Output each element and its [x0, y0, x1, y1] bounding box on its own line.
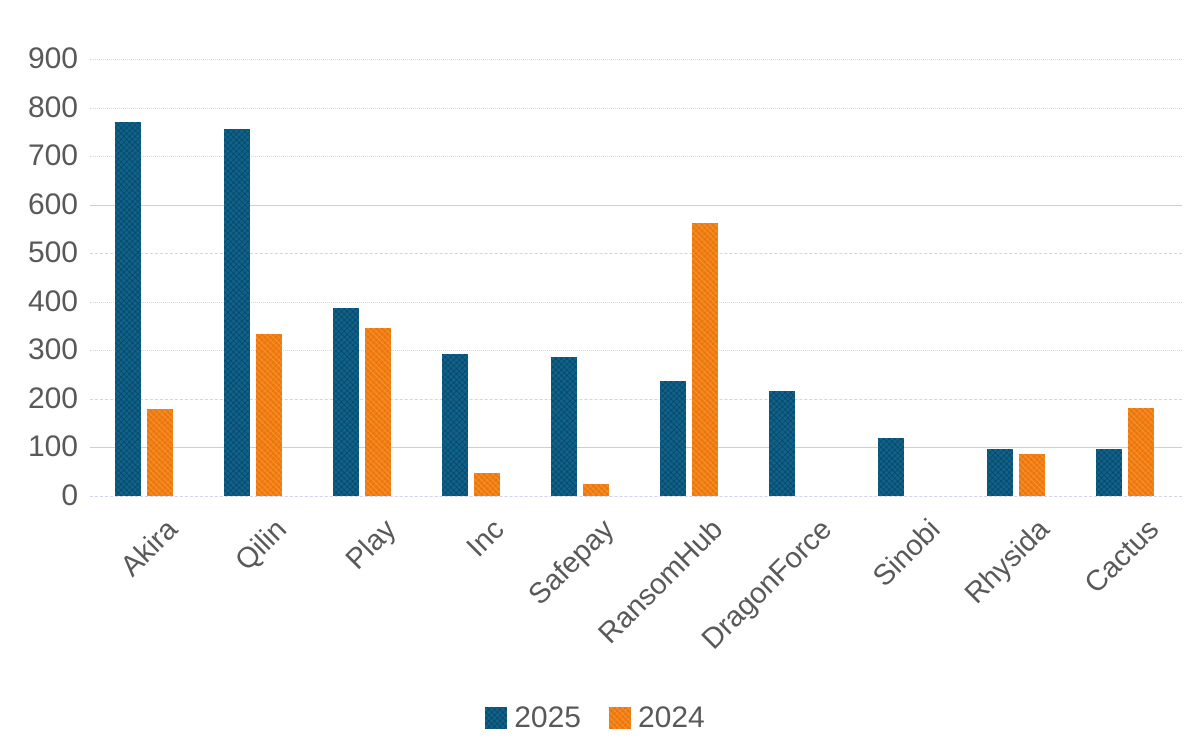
bar-2025-inc — [442, 354, 468, 496]
y-axis-tick-label: 700 — [27, 139, 78, 173]
bar-2024-qilin — [256, 334, 282, 496]
bar-2024-play — [365, 328, 391, 496]
bar-2024-inc — [474, 473, 500, 496]
x-axis-label-inc: Inc — [460, 513, 511, 564]
legend-item-2025: 2025 — [485, 701, 581, 735]
legend-label: 2025 — [514, 701, 581, 734]
y-axis-tick-label: 400 — [27, 284, 78, 318]
y-axis-tick-label: 100 — [27, 430, 78, 464]
bar-2025-sinobi — [878, 438, 904, 496]
x-axis-label-qilin: Qilin — [229, 513, 293, 577]
gridline-900 — [90, 59, 1182, 60]
legend-swatch-2024 — [609, 707, 631, 729]
gridline-100 — [90, 447, 1182, 449]
x-axis-label-play: Play — [339, 513, 402, 576]
gridline-500 — [90, 253, 1182, 255]
bar-2025-safepay — [551, 357, 577, 496]
gridline-400 — [90, 301, 1182, 303]
y-axis-tick-label: 200 — [27, 381, 78, 415]
x-axis-label-akira: Akira — [114, 513, 184, 583]
bar-2025-play — [333, 308, 359, 496]
gridline-300 — [90, 350, 1182, 352]
bar-2025-ransomhub — [660, 381, 686, 496]
bar-2024-cactus — [1128, 408, 1154, 496]
bar-2024-akira — [147, 409, 173, 496]
y-axis-tick-label: 500 — [27, 236, 78, 270]
x-axis-label-rhysida: Rhysida — [959, 513, 1056, 611]
bar-2024-ransomhub — [692, 223, 718, 496]
y-axis-tick-label: 900 — [27, 42, 78, 75]
y-axis-tick-label: 0 — [61, 479, 78, 512]
gridline-0 — [90, 496, 1182, 497]
x-axis-label-sinobi: Sinobi — [867, 513, 947, 593]
bar-2025-akira — [115, 122, 141, 496]
bar-2024-rhysida — [1019, 454, 1045, 496]
y-axis-tick-label: 300 — [27, 333, 78, 367]
gridline-200 — [90, 398, 1182, 400]
gridline-700 — [90, 156, 1182, 158]
x-axis-label-cactus: Cactus — [1078, 513, 1165, 600]
bar-2025-cactus — [1096, 449, 1122, 496]
plot-area — [90, 59, 1182, 497]
legend-item-2024: 2024 — [609, 701, 705, 735]
legend-label: 2024 — [638, 701, 705, 734]
legend-swatch-2025 — [485, 707, 508, 729]
bar-2025-rhysida — [987, 449, 1013, 496]
gridline-600 — [90, 204, 1182, 206]
bar-2025-dragonforce — [769, 391, 795, 496]
gridline-800 — [90, 107, 1182, 109]
x-axis-label-safepay: Safepay — [522, 513, 620, 612]
bar-2025-qilin — [224, 129, 250, 496]
y-axis-tick-label: 800 — [27, 90, 78, 124]
y-axis-tick-label: 600 — [27, 187, 78, 221]
legend: 2025 2024 — [0, 701, 1190, 735]
bar-2024-safepay — [583, 484, 609, 496]
